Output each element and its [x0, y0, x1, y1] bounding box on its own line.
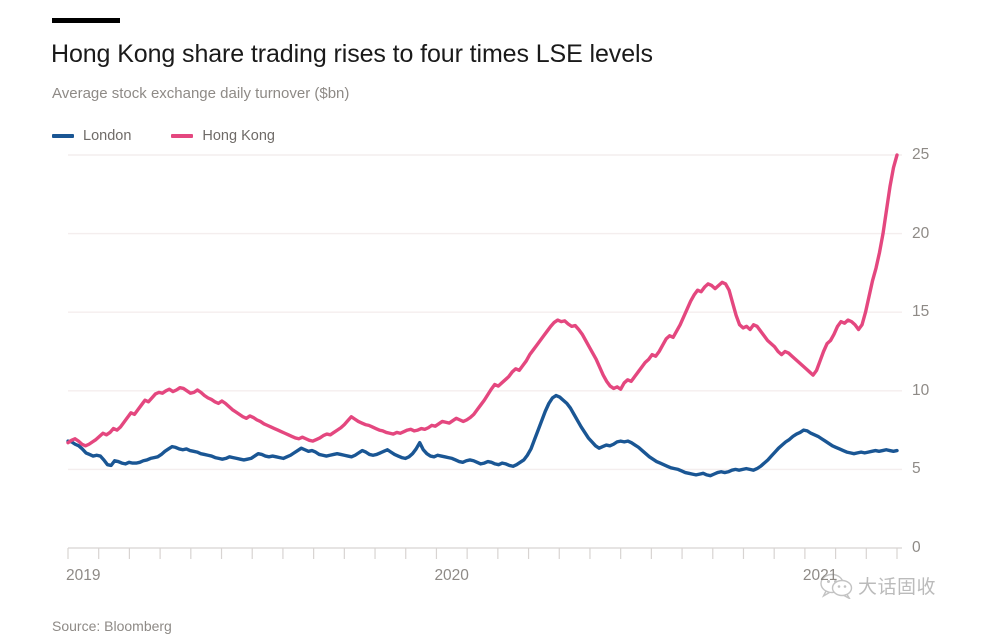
- series-line-hongkong: [66, 153, 899, 448]
- x-axis-label: 2020: [434, 567, 469, 584]
- watermark-text: 大话固收: [858, 576, 937, 598]
- x-axis-label: 2021: [802, 567, 838, 584]
- watermark: 大话固收: [820, 572, 936, 599]
- y-axis-label: 15: [912, 303, 930, 321]
- title-rule: [52, 18, 120, 23]
- legend-item-hongkong[interactable]: Hong Kong: [171, 128, 275, 144]
- chart-legend: London Hong Kong: [52, 126, 275, 146]
- legend-swatch-hongkong: [171, 134, 194, 138]
- legend-label-hongkong: Hong Kong: [202, 128, 275, 144]
- legend-label-london: London: [83, 128, 132, 144]
- source-note: Source: Bloomberg: [52, 618, 172, 634]
- page-title: Hong Kong share trading rises to four ti…: [51, 40, 653, 68]
- x-axis-label: 2019: [66, 567, 101, 584]
- chart-subtitle: Average stock exchange daily turnover ($…: [52, 85, 350, 102]
- wechat-icon: [820, 573, 853, 599]
- y-axis-label: 20: [912, 224, 930, 242]
- series-line-london: [66, 393, 899, 478]
- y-axis-label: 0: [912, 539, 921, 556]
- y-axis-label: 25: [912, 146, 930, 163]
- legend-swatch-london: [52, 134, 74, 138]
- x-axis-ticks: [67, 548, 898, 559]
- gridlines: [68, 154, 902, 549]
- y-axis-label: 5: [912, 460, 921, 478]
- legend-item-london[interactable]: London: [52, 128, 131, 144]
- y-axis-label: 10: [912, 381, 930, 399]
